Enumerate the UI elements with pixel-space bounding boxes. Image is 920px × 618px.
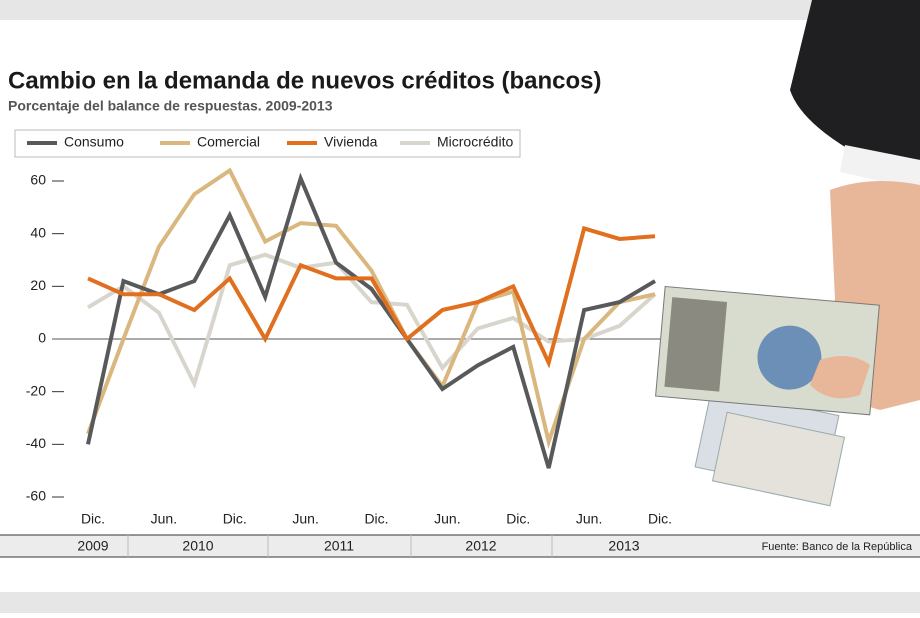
x-tick-label: Dic. (648, 511, 672, 527)
series-line (86, 167, 656, 449)
legend-box (14, 129, 521, 158)
chart-subtitle: Porcentaje del balance de respuestas. 20… (8, 98, 333, 114)
bottom-band (0, 592, 920, 613)
year-label: 2010 (182, 538, 213, 554)
top-band (0, 0, 920, 20)
year-label: 2011 (324, 538, 354, 554)
x-tick-label: Dic. (223, 511, 247, 527)
x-tick-label: Dic. (506, 511, 530, 527)
y-tick-label: 20 (30, 277, 46, 293)
legend-label: Vivienda (324, 134, 378, 150)
series-line (86, 172, 657, 469)
series-line (86, 252, 657, 390)
y-tick-label: 40 (30, 224, 46, 240)
legend-label: Comercial (197, 134, 260, 150)
y-tick-label: -40 (26, 435, 46, 451)
x-tick-label: Jun. (151, 511, 177, 527)
x-tick-label: Jun. (292, 511, 318, 527)
y-tick-label: -60 (26, 488, 46, 504)
year-label: 2009 (77, 538, 108, 554)
year-label: 2013 (608, 538, 639, 554)
y-tick-label: 60 (30, 172, 46, 188)
year-label: 2012 (465, 538, 496, 554)
series-line (87, 225, 656, 369)
legend-label: Microcrédito (437, 134, 513, 150)
x-tick-label: Jun. (576, 511, 602, 527)
legend-label: Consumo (64, 134, 124, 150)
x-tick-label: Dic. (81, 511, 105, 527)
illustration (655, 0, 920, 507)
chart-title: Cambio en la demanda de nuevos créditos … (8, 67, 601, 94)
x-tick-label: Dic. (364, 511, 388, 527)
y-tick-label: -20 (26, 382, 46, 398)
source: Fuente: Banco de la República (762, 541, 913, 553)
year-band (0, 535, 920, 557)
x-tick-label: Jun. (434, 511, 460, 527)
y-tick-label: 0 (38, 330, 46, 346)
